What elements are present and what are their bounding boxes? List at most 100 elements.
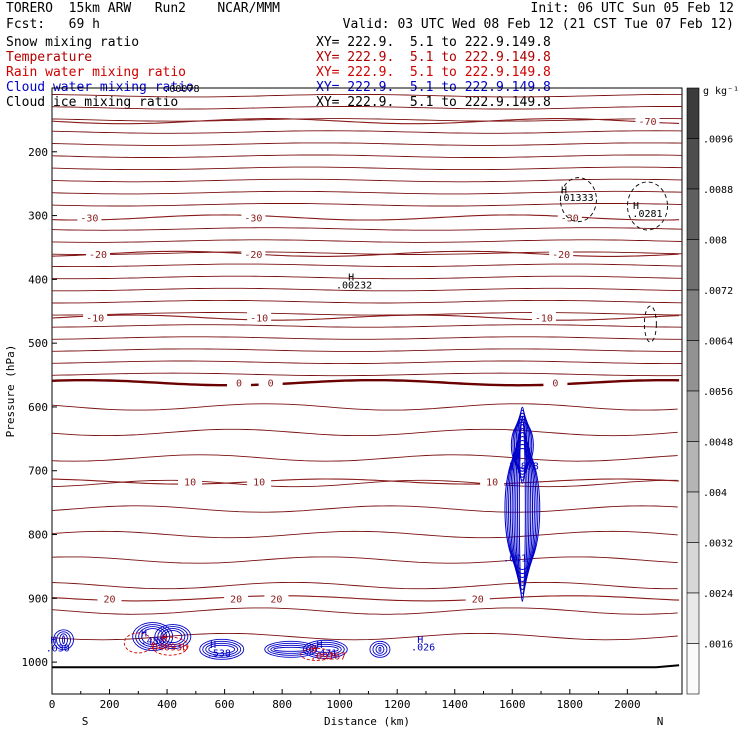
temperature-contour-line bbox=[51, 607, 678, 615]
header-line2-right: Valid: 03 UTC Wed 08 Feb 12 (21 CST Tue … bbox=[342, 17, 734, 32]
contour-label-bg bbox=[77, 211, 102, 224]
cloud-water-contour bbox=[515, 412, 530, 478]
x-tick-label: 1800 bbox=[557, 698, 584, 711]
temperature-contour-label: 10 bbox=[486, 478, 498, 489]
y-tick-label: 1000 bbox=[22, 656, 49, 669]
cloud-water-contour bbox=[506, 444, 539, 575]
temperature-contour-line bbox=[51, 106, 682, 110]
contour-annotation: .001 bbox=[503, 553, 527, 564]
temperature-contour-line bbox=[51, 454, 678, 462]
cloud-ice-contour bbox=[627, 181, 668, 231]
colorbar-tick-label: .0096 bbox=[703, 135, 733, 146]
colorbar-tick-label: .0064 bbox=[703, 337, 733, 348]
temperature-contour-line bbox=[52, 287, 683, 292]
colorbar-tick-label: .0024 bbox=[703, 589, 733, 600]
cloud-water-contour bbox=[378, 646, 382, 652]
plot-frame bbox=[51, 87, 683, 695]
contour-label-bg bbox=[543, 376, 568, 389]
colorbar-segment bbox=[686, 542, 700, 594]
colorbar-tick-label: .008 bbox=[703, 236, 727, 247]
legend-item-name: Cloud ice mixing ratio bbox=[6, 95, 179, 110]
cloud-water-contour bbox=[514, 415, 531, 475]
y-tick-label: 500 bbox=[28, 337, 48, 350]
legend-item-xy: XY= 222.9. 5.1 to 222.9.149.8 bbox=[316, 50, 551, 65]
temperature-contour-line bbox=[51, 263, 683, 268]
contour-annotation: .026 bbox=[411, 643, 435, 654]
legend-item-name: Temperature bbox=[6, 50, 93, 65]
temperature-contour-label: -30 bbox=[244, 213, 262, 224]
legend-item-xy: XY= 222.9. 5.1 to 222.9.149.8 bbox=[316, 35, 551, 50]
header-line1-left: TORERO 15km ARW Run2 NCAR/MMM bbox=[6, 1, 280, 16]
cloud-water-contour bbox=[53, 629, 74, 651]
temperature-contour-line bbox=[51, 360, 683, 365]
cloud-water-contour bbox=[62, 635, 65, 645]
contour-label-bg bbox=[241, 211, 266, 224]
cloud-ice-contour bbox=[643, 305, 657, 343]
cloud-water-contour bbox=[56, 631, 71, 649]
temperature-contour-label: 0 bbox=[268, 379, 274, 390]
cloud-water-contour bbox=[138, 626, 168, 648]
ground-surface bbox=[52, 664, 680, 669]
temperature-contour-label: -30 bbox=[80, 213, 98, 224]
temperature-contour-label: -10 bbox=[535, 314, 553, 325]
cloud-water-contour bbox=[515, 424, 530, 595]
cloud-water-contour bbox=[517, 420, 528, 599]
cloud-water-contour bbox=[273, 646, 309, 652]
cloud-water-contour bbox=[208, 644, 236, 654]
cloud-water-contour bbox=[311, 645, 339, 653]
temperature-contour-label: -10 bbox=[86, 314, 104, 325]
legend-item-xy: XY= 222.9. 5.1 to 222.9.149.8 bbox=[316, 65, 551, 80]
x-tick-label: 400 bbox=[157, 698, 177, 711]
contour-annotation: H bbox=[210, 640, 216, 651]
x-end-label-north: N bbox=[657, 715, 664, 728]
contour-label-bg bbox=[480, 475, 505, 488]
contour-label-bg bbox=[178, 475, 203, 488]
contour-annotation: .04093b bbox=[146, 643, 188, 654]
temperature-contour-line bbox=[52, 312, 683, 316]
temperature-contour-line bbox=[51, 556, 678, 564]
contour-label-bg bbox=[247, 475, 272, 488]
rain-water-contour bbox=[300, 648, 334, 661]
x-tick-label: 800 bbox=[272, 698, 292, 711]
x-tick-label: 1000 bbox=[326, 698, 353, 711]
cloud-water-contour bbox=[154, 624, 192, 650]
temperature-contour-10 bbox=[51, 478, 680, 485]
temperature-contour-0 bbox=[51, 379, 680, 387]
legend-item-xy: XY= 222.9. 5.1 to 222.9.149.8 bbox=[316, 95, 551, 110]
colorbar-segment bbox=[686, 441, 700, 493]
y-tick-label: 200 bbox=[28, 146, 48, 159]
y-tick-label: 700 bbox=[28, 465, 48, 478]
temperature-contour-line bbox=[51, 505, 678, 513]
contour-annotation: .030 bbox=[46, 643, 70, 654]
y-tick-label: 800 bbox=[28, 529, 48, 542]
x-axis-label: Distance (km) bbox=[324, 715, 410, 728]
colorbar-tick-label: .0056 bbox=[703, 387, 733, 398]
contour-annotation: H bbox=[561, 185, 567, 196]
temperature-contour--70 bbox=[51, 118, 680, 125]
contour-label-bg bbox=[224, 592, 249, 605]
contour-annotation: .01333 bbox=[557, 193, 593, 204]
cloud-water-contour bbox=[369, 640, 391, 658]
cloud-water-contour bbox=[157, 626, 189, 648]
cloud-water-contour bbox=[199, 638, 245, 660]
temperature-contour-label: 20 bbox=[104, 594, 116, 605]
y-axis-label: Pressure (hPa) bbox=[4, 345, 17, 438]
cloud-water-contour bbox=[510, 421, 534, 469]
cloud-water-contour bbox=[513, 428, 532, 591]
temperature-contour-line bbox=[51, 227, 683, 231]
contour-label-bg bbox=[247, 311, 272, 324]
colorbar-segment bbox=[686, 87, 700, 139]
cloud-water-contour bbox=[504, 448, 541, 571]
contour-label-bg bbox=[258, 376, 283, 389]
colorbar-segment bbox=[686, 592, 700, 644]
temperature-contour-label: -20 bbox=[244, 250, 262, 261]
rain-water-contour bbox=[151, 636, 189, 656]
cloud-water-contour bbox=[160, 628, 186, 646]
header-line2-left: Fcst: 69 h bbox=[6, 17, 100, 32]
contour-annotation: .538 bbox=[207, 648, 231, 659]
cloud-water-contour bbox=[375, 644, 385, 654]
temperature-contour-label: 20 bbox=[472, 594, 484, 605]
contour-label-bg bbox=[465, 592, 490, 605]
x-tick-label: 1600 bbox=[499, 698, 526, 711]
